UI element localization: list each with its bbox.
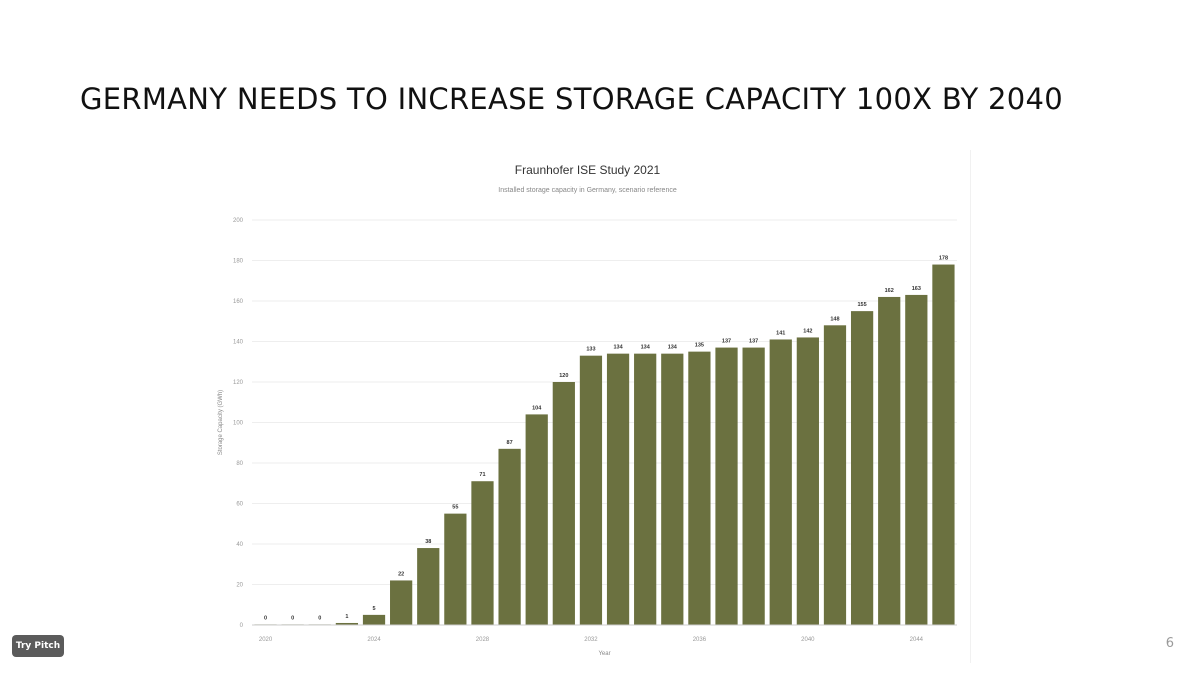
x-tick-label: 2032 [584, 637, 598, 643]
data-label: 0 [318, 615, 321, 621]
bar [688, 351, 711, 625]
bar [634, 353, 657, 625]
chart-panel: Fraunhofer ISE Study 2021 Installed stor… [205, 150, 970, 663]
data-label: 148 [830, 316, 839, 322]
data-label: 0 [291, 615, 294, 621]
data-label: 162 [885, 288, 894, 294]
y-tick-label: 200 [233, 218, 244, 224]
data-label: 134 [641, 345, 651, 351]
data-label: 38 [425, 539, 431, 545]
data-label: 135 [695, 343, 704, 349]
y-tick-label: 80 [236, 461, 243, 467]
bar [579, 355, 603, 625]
data-label: 155 [858, 302, 867, 308]
try-pitch-button[interactable]: Try Pitch [12, 635, 64, 657]
bar [769, 339, 792, 625]
y-tick-label: 140 [233, 340, 244, 346]
data-label: 55 [452, 505, 458, 511]
bar [850, 311, 874, 625]
data-label: 141 [776, 330, 785, 336]
bar [715, 347, 738, 625]
chart-subtitle: Installed storage capacity in Germany, s… [498, 187, 677, 194]
data-label: 120 [559, 373, 568, 379]
chart-title: Fraunhofer ISE Study 2021 [514, 163, 661, 177]
x-tick-label: 2040 [801, 637, 815, 643]
x-tick-label: 2020 [259, 637, 273, 643]
data-label: 134 [668, 345, 678, 351]
data-label: 163 [912, 286, 921, 292]
slide-title: GERMANY NEEDS TO INCREASE STORAGE CAPACI… [80, 82, 1063, 116]
bar [796, 337, 819, 625]
bar [878, 296, 901, 625]
x-tick-label: 2036 [693, 637, 707, 643]
y-tick-label: 100 [233, 421, 244, 427]
bar [606, 353, 630, 625]
data-label: 1 [345, 614, 348, 620]
x-axis-title: Year [598, 651, 610, 657]
bar [905, 294, 928, 625]
y-tick-label: 160 [233, 299, 244, 305]
data-label: 134 [613, 345, 623, 351]
bar [525, 414, 548, 625]
data-label: 133 [586, 347, 595, 353]
bar [417, 548, 440, 625]
data-label: 137 [749, 339, 758, 345]
bar [661, 353, 684, 625]
data-label: 142 [803, 328, 812, 334]
page-number: 6 [1165, 636, 1174, 651]
y-tick-label: 0 [240, 623, 244, 629]
bar [823, 325, 847, 625]
bar [498, 448, 521, 625]
bar [552, 382, 575, 625]
bar [444, 513, 467, 625]
y-tick-label: 40 [236, 542, 243, 548]
y-tick-label: 180 [233, 259, 244, 265]
data-label: 0 [264, 615, 267, 621]
y-tick-label: 20 [236, 583, 243, 589]
bar [390, 580, 413, 625]
bar [932, 264, 955, 625]
data-label: 22 [398, 571, 404, 577]
y-axis-title: Storage Capacity (GWh) [218, 390, 224, 455]
data-label: 104 [532, 405, 542, 411]
bar [471, 481, 494, 625]
bar [362, 614, 386, 625]
data-label: 5 [372, 606, 375, 612]
x-tick-label: 2028 [476, 637, 490, 643]
data-label: 87 [507, 440, 513, 446]
y-tick-label: 60 [236, 502, 243, 508]
data-label: 137 [722, 339, 731, 345]
x-tick-label: 2024 [367, 637, 381, 643]
y-tick-label: 120 [233, 380, 244, 386]
data-label: 71 [479, 472, 485, 478]
bar [742, 347, 765, 625]
bar [335, 622, 359, 625]
data-label: 178 [939, 256, 948, 262]
x-tick-label: 2044 [910, 637, 924, 643]
